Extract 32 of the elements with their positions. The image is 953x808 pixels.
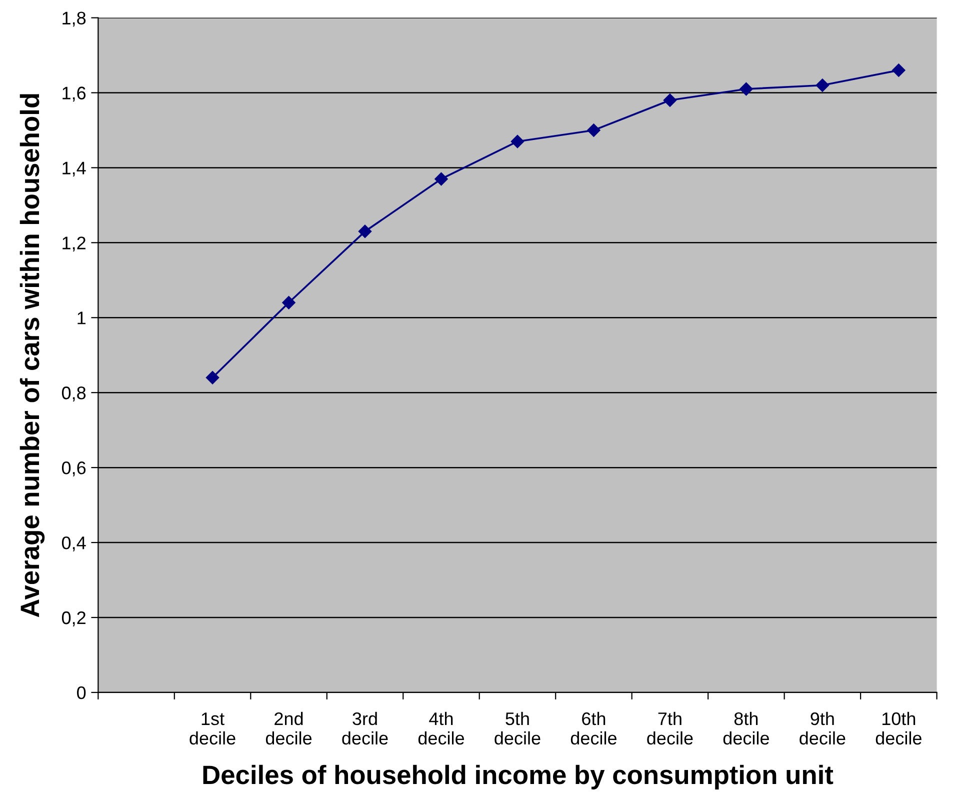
y-tick-label: 0 (77, 686, 86, 700)
point (206, 371, 220, 384)
point (587, 124, 600, 137)
y-tick-label: 0,8 (62, 386, 86, 402)
y-tick-label: 1,4 (62, 162, 86, 177)
point (663, 94, 677, 107)
y-tick-label: 1,8 (62, 12, 86, 27)
point (892, 64, 906, 77)
x-tick-label: 3rd decile (342, 712, 388, 745)
x-tick-label: 6th decile (570, 712, 617, 745)
x-tick-label: 5th decile (494, 712, 540, 745)
x-tick-label: 10th decile (876, 712, 922, 745)
x-tick-label: 4th decile (418, 712, 464, 745)
y-tick-label: 1 (78, 312, 86, 324)
y-tick-label: 0,6 (62, 461, 86, 476)
y-tick-label: 1,6 (62, 86, 86, 102)
point (510, 134, 524, 148)
point (740, 82, 753, 96)
x-tick-label: 9th decile (800, 712, 846, 745)
x-tick-label: 8th decile (723, 712, 769, 745)
x-axis-title: Deciles of household income by consumption unit (203, 764, 834, 790)
y-tick-label: 0,4 (62, 536, 86, 552)
point (816, 78, 830, 92)
point (358, 224, 372, 238)
x-tick-label: 1st decile (190, 712, 236, 745)
x-tick-label: 7th decile (647, 712, 693, 745)
y-axis-title: Average number of cars within household (20, 94, 45, 618)
y-tick-label: 1,2 (62, 236, 86, 252)
y-tick-label: 0,2 (62, 611, 86, 626)
point (434, 172, 448, 186)
x-tick-label: 2nd decile (266, 712, 312, 745)
point (282, 296, 296, 310)
